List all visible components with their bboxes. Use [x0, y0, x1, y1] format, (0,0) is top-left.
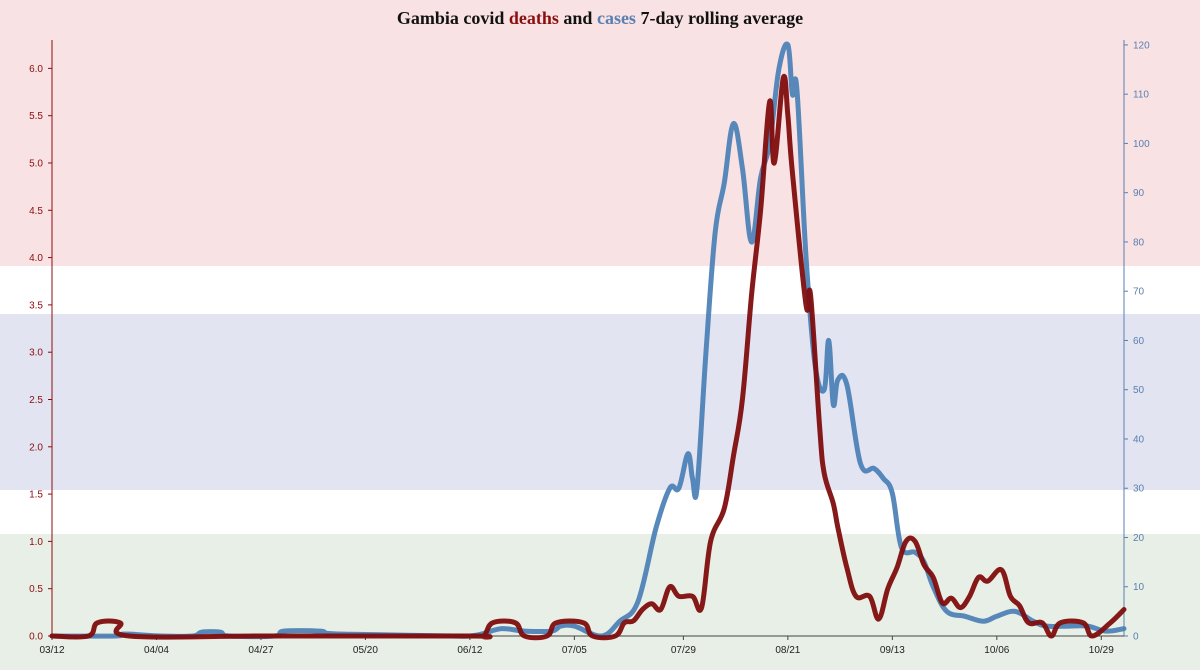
x-tick-label: 04/04 — [144, 645, 169, 656]
right-tick-label: 0 — [1133, 632, 1139, 643]
series-lines — [49, 41, 1127, 641]
left-tick-label: 5.0 — [29, 158, 43, 169]
left-tick-label: 2.5 — [29, 395, 43, 406]
left-tick-label: 0.5 — [29, 584, 43, 595]
x-tick-label: 10/06 — [984, 645, 1009, 656]
x-tick-label: 07/05 — [562, 645, 587, 656]
title-part-2: and — [558, 8, 597, 28]
left-tick-label: 3.5 — [29, 300, 43, 311]
left-tick-label: 4.5 — [29, 206, 43, 217]
x-tick-label: 08/21 — [775, 645, 800, 656]
right-tick-label: 90 — [1133, 188, 1145, 199]
flag-band-white-bottom — [0, 490, 1200, 534]
series-line-cases — [49, 41, 1127, 640]
title-part-1: Gambia covid — [396, 8, 509, 28]
x-tick-label: 04/27 — [248, 645, 273, 656]
right-axis: 0 10 20 30 40 50 60 70 80 90 100 110 120 — [1123, 40, 1150, 643]
flag-band-green — [0, 534, 1200, 670]
left-tick-label: 0.0 — [29, 632, 43, 643]
left-tick-label: 6.0 — [29, 64, 43, 75]
title-cases-word: cases — [596, 8, 636, 28]
right-tick-label: 30 — [1133, 484, 1145, 495]
title-part-3: 7-day rolling average — [635, 8, 804, 28]
flag-band-blue — [0, 314, 1200, 490]
right-tick-label: 110 — [1133, 90, 1149, 101]
series-line-deaths — [49, 73, 1127, 641]
right-tick-label: 120 — [1133, 40, 1150, 51]
left-tick-label: 5.5 — [29, 111, 43, 122]
x-tick-label: 09/13 — [880, 645, 905, 656]
x-tick-label: 06/12 — [457, 645, 482, 656]
right-tick-label: 70 — [1133, 287, 1145, 298]
x-tick-label: 05/20 — [353, 645, 378, 656]
right-tick-label: 60 — [1133, 336, 1145, 347]
x-tick-label: 07/29 — [671, 645, 696, 656]
left-axis: 0.0 0.5 1.0 1.5 2.0 2.5 3.0 3.5 4.0 4.5 5.0 5.5 6.0 — [29, 40, 53, 643]
flag-band-red — [0, 0, 1200, 266]
flag-band-white-top — [0, 266, 1200, 314]
left-tick-label: 4.0 — [29, 253, 43, 264]
right-tick-label: 40 — [1133, 434, 1145, 445]
x-tick-label: 10/29 — [1089, 645, 1114, 656]
left-tick-label: 3.0 — [29, 348, 43, 359]
x-tick-label: 03/12 — [39, 645, 64, 656]
left-tick-label: 1.0 — [29, 537, 43, 548]
right-tick-label: 80 — [1133, 237, 1145, 248]
right-tick-label: 10 — [1133, 582, 1145, 593]
right-tick-label: 50 — [1133, 385, 1145, 396]
left-tick-label: 1.5 — [29, 490, 43, 501]
left-tick-label: 2.0 — [29, 442, 43, 453]
right-tick-label: 100 — [1133, 139, 1150, 150]
chart-title: Gambia covid deaths and cases 7-day roll… — [0, 8, 1200, 29]
right-tick-label: 20 — [1133, 533, 1145, 544]
title-deaths-word: deaths — [508, 8, 559, 28]
